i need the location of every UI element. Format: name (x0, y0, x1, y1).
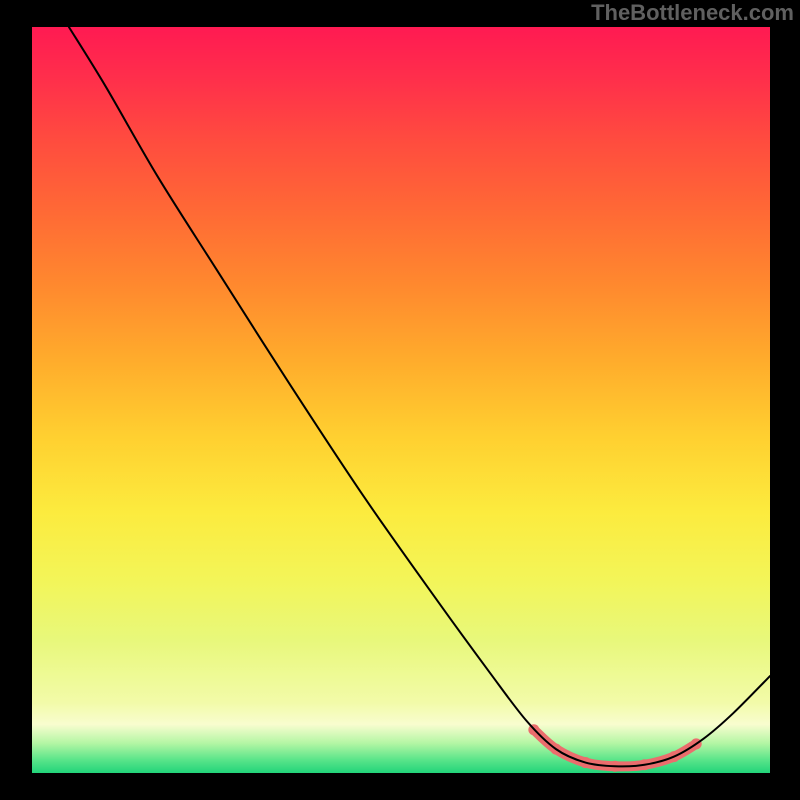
chart-container: TheBottleneck.com (0, 0, 800, 800)
gradient-background (32, 27, 770, 773)
watermark-text: TheBottleneck.com (591, 0, 794, 26)
plot-svg (32, 27, 770, 773)
plot-area (32, 27, 770, 773)
